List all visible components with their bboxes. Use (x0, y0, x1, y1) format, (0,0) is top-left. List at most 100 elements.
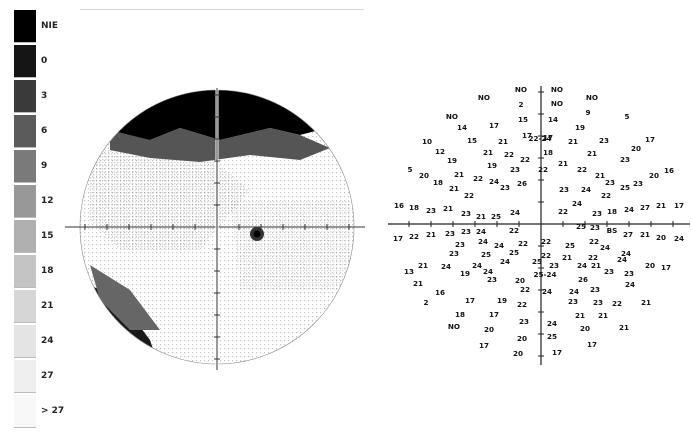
threshold-value: 24 (483, 267, 493, 276)
threshold-value: 21 (443, 204, 453, 213)
threshold-value: 23 (445, 229, 455, 238)
threshold-value: 17 (393, 234, 403, 243)
threshold-value: 23 (590, 285, 600, 294)
threshold-value: 21 (558, 159, 568, 168)
threshold-value: 21 (449, 184, 459, 193)
legend-swatch (14, 325, 36, 358)
threshold-value: 25 (481, 250, 491, 259)
threshold-value: 20 (484, 325, 494, 334)
threshold-value: 21 (640, 230, 650, 239)
threshold-value: 24 (577, 261, 587, 270)
threshold-value: 22 (577, 165, 587, 174)
threshold-value: 23 (593, 298, 603, 307)
threshold-value: 16 (435, 288, 445, 297)
threshold-value: 14 (457, 123, 467, 132)
threshold-value: NO (478, 93, 490, 102)
threshold-value: 21 (426, 230, 436, 239)
threshold-value: 22 (409, 232, 419, 241)
threshold-value: 24 (617, 255, 627, 264)
threshold-value: 17 (522, 131, 532, 140)
threshold-value: 15 (467, 136, 477, 145)
threshold-value: 27 (640, 203, 650, 212)
threshold-value: 22 (541, 251, 551, 260)
legend-label: 18 (41, 266, 54, 276)
threshold-value: 23 (426, 206, 436, 215)
threshold-value: 20 (580, 324, 590, 333)
legend-label: 21 (41, 301, 54, 311)
legend-swatch (14, 10, 36, 43)
legend-swatch (14, 150, 36, 183)
legend-label: 15 (41, 231, 54, 241)
threshold-value: 24 (476, 227, 486, 236)
legend-swatch (14, 360, 36, 393)
threshold-value: 23 (487, 275, 497, 284)
threshold-value: 23 (559, 185, 569, 194)
threshold-value: 17 (479, 341, 489, 350)
threshold-value: 24 (621, 249, 631, 258)
legend-label: > 27 (41, 406, 65, 416)
threshold-value: 17 (674, 201, 684, 210)
threshold-value: 24 (478, 237, 488, 246)
threshold-value: 9 (585, 108, 590, 117)
threshold-value: 21 (562, 253, 572, 262)
threshold-value: 18 (409, 203, 419, 212)
legend-label: 9 (41, 161, 48, 171)
threshold-value: BS (607, 226, 618, 235)
threshold-value: 16 (394, 201, 404, 210)
threshold-value: 17 (552, 348, 562, 357)
legend-swatch (14, 255, 36, 288)
threshold-value: 18 (607, 207, 617, 216)
threshold-value: 23 (461, 227, 471, 236)
threshold-value: 20 (656, 233, 666, 242)
threshold-value: 22-24 (529, 134, 552, 143)
threshold-value: 21 (587, 149, 597, 158)
threshold-value: 17 (661, 263, 671, 272)
threshold-value: 17 (543, 133, 553, 142)
threshold-value: 22 (538, 165, 548, 174)
threshold-value: 19 (497, 296, 507, 305)
threshold-value: 2 (518, 100, 523, 109)
threshold-value: 21 (591, 261, 601, 270)
threshold-value: 21 (418, 261, 428, 270)
threshold-value: 17 (489, 310, 499, 319)
threshold-value: 21 (454, 170, 464, 179)
legend-swatch (14, 290, 36, 323)
threshold-value: 22 (517, 300, 527, 309)
threshold-value: 24 (674, 234, 684, 243)
threshold-value: 23 (510, 165, 520, 174)
threshold-value: 22 (473, 174, 483, 183)
legend-swatch (14, 115, 36, 148)
threshold-value: 21 (413, 279, 423, 288)
threshold-value: 25 (509, 248, 519, 257)
threshold-value: 20 (631, 144, 641, 153)
threshold-value: 21 (568, 137, 578, 146)
threshold-value: 24 (547, 319, 557, 328)
threshold-value: 20 (517, 334, 527, 343)
threshold-value: 24 (624, 205, 634, 214)
threshold-value: 23 (624, 269, 634, 278)
threshold-value: 24 (510, 208, 520, 217)
threshold-value: 24 (542, 287, 552, 296)
threshold-value: 23 (519, 317, 529, 326)
threshold-value: 25 (620, 183, 630, 192)
threshold-value: 14 (548, 115, 558, 124)
threshold-value: 25 (532, 257, 542, 266)
threshold-value: 23 (449, 249, 459, 258)
threshold-value: 23 (620, 155, 630, 164)
threshold-value: 27 (623, 230, 633, 239)
threshold-value: 21 (619, 323, 629, 332)
legend-label: 0 (41, 56, 48, 66)
threshold-value: NO (551, 99, 563, 108)
threshold-value: 25 (547, 332, 557, 341)
threshold-value: 22 (541, 237, 551, 246)
threshold-value: 21 (498, 137, 508, 146)
threshold-value: 22 (589, 237, 599, 246)
threshold-value: 23 (590, 223, 600, 232)
top-divider-line (80, 9, 364, 10)
legend-swatch (14, 45, 36, 78)
threshold-value: 22 (520, 155, 530, 164)
legend-swatch (14, 185, 36, 218)
threshold-value: 17 (465, 296, 475, 305)
threshold-value: 24 (472, 261, 482, 270)
threshold-value: 20 (649, 171, 659, 180)
